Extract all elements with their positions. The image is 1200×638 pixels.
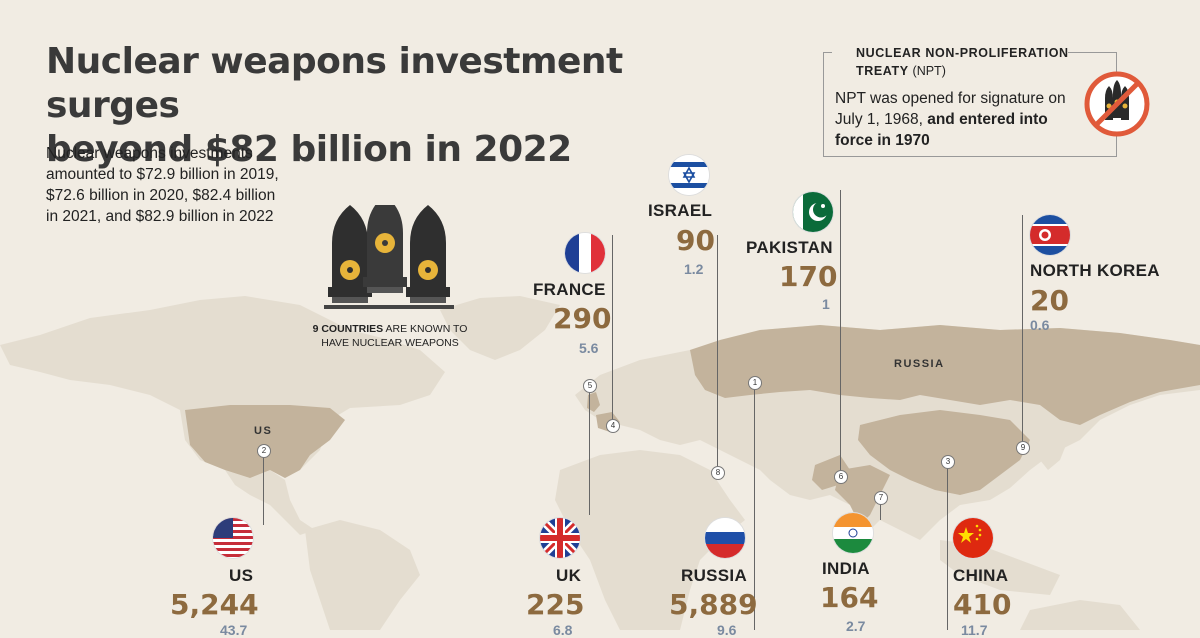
missiles-caption-rest: ARE KNOWN TO HAVE NUCLEAR WEAPONS	[321, 323, 468, 349]
australia-shape	[1020, 600, 1140, 630]
israel-name: ISRAEL	[648, 201, 713, 220]
pakistan-investment: 1	[822, 296, 830, 312]
page-title: Nuclear weapons investment surges beyond…	[46, 40, 766, 172]
uk-highlight	[587, 392, 600, 412]
leader-us	[263, 450, 264, 525]
intro-text: Nuclear weapons investments amounted to …	[46, 145, 279, 225]
uk-name: UK	[556, 566, 582, 585]
india-investment: 2.7	[846, 618, 866, 634]
russia-name: RUSSIA	[681, 566, 748, 585]
npt-text-bold: and entered into force in 1970	[835, 111, 1048, 149]
us-flag-icon	[213, 518, 253, 558]
china-investment: 11.7	[961, 622, 988, 638]
china-flag-icon	[953, 518, 993, 558]
uk-investment: 6.8	[553, 622, 573, 638]
npt-text: NPT was opened for signature on July 1, …	[835, 88, 1073, 151]
marker-3: 3	[941, 455, 955, 469]
russia-flag-icon	[705, 518, 745, 558]
missiles-icon	[324, 205, 454, 309]
leader-israel	[717, 235, 718, 473]
india-warheads: 164	[820, 581, 879, 614]
uk-flag-icon	[540, 518, 580, 558]
npt-title-line-1: NUCLEAR NON-PROLIFERATION	[856, 46, 1069, 60]
japan-shape	[1040, 425, 1068, 470]
north-korea-investment: 0.6	[1030, 317, 1050, 333]
npt-text-plain: NPT was opened for signature on July 1, …	[835, 90, 1066, 128]
china-warheads: 410	[953, 588, 1012, 621]
us-warheads: 5,244	[170, 588, 259, 621]
leader-north-korea	[1022, 215, 1023, 445]
marker-9: 9	[1016, 441, 1030, 455]
south-america-shape	[305, 520, 420, 630]
russia-investment: 9.6	[717, 622, 737, 638]
russia-highlight	[690, 325, 1200, 425]
china-name: CHINA	[953, 566, 1009, 585]
leader-pakistan	[840, 190, 841, 475]
npt-box-gap	[832, 46, 1068, 60]
leader-uk	[589, 385, 590, 515]
marker-5: 5	[583, 379, 597, 393]
marker-4: 4	[606, 419, 620, 433]
africa-shape	[555, 450, 745, 630]
france-flag-icon	[565, 233, 605, 273]
pakistan-name: PAKISTAN	[746, 238, 833, 257]
russia-warheads: 5,889	[669, 588, 758, 621]
npt-title-abbr: (NPT)	[912, 64, 946, 78]
marker-2: 2	[257, 444, 271, 458]
israel-flag-icon	[669, 155, 709, 195]
title-line-2: beyond $82 billion in 2022	[46, 129, 572, 170]
us-name: US	[229, 566, 254, 585]
uk-warheads: 225	[526, 588, 585, 621]
north-korea-flag-icon	[1030, 215, 1070, 255]
leader-india	[880, 500, 881, 520]
india-flag-icon	[833, 513, 873, 553]
missiles-caption-bold: 9 COUNTRIES	[312, 323, 384, 335]
map-label-us: US	[254, 425, 273, 437]
india-highlight	[835, 465, 890, 525]
marker-8: 8	[711, 466, 725, 480]
greenland-shape	[440, 296, 560, 360]
pakistan-flag-icon	[793, 192, 833, 232]
marker-7: 7	[874, 491, 888, 505]
france-warheads: 290	[553, 302, 612, 335]
leader-china	[947, 465, 948, 630]
missiles-caption: 9 COUNTRIES ARE KNOWN TO HAVE NUCLEAR WE…	[300, 322, 480, 350]
marker-6: 6	[834, 470, 848, 484]
central-america-shape	[225, 470, 315, 535]
marker-1: 1	[748, 376, 762, 390]
china-highlight	[858, 410, 1030, 495]
us-highlight	[185, 405, 345, 478]
no-missiles-icon	[1084, 71, 1150, 137]
france-investment: 5.6	[579, 340, 599, 356]
israel-investment: 1.2	[684, 261, 704, 277]
npt-title-treaty: TREATY	[856, 64, 909, 78]
map-label-russia: RUSSIA	[894, 358, 945, 370]
north-korea-name: NORTH KOREA	[1030, 261, 1160, 280]
title-line-1: Nuclear weapons investment surges	[46, 41, 623, 126]
north-korea-warheads: 20	[1030, 284, 1069, 317]
us-investment: 43.7	[220, 622, 248, 638]
npt-title-line-2: TREATY (NPT)	[856, 62, 1069, 80]
pakistan-warheads: 170	[779, 260, 838, 293]
israel-warheads: 90	[676, 224, 715, 257]
npt-title: NUCLEAR NON-PROLIFERATION TREATY (NPT)	[856, 44, 1069, 80]
north-america-shape	[0, 296, 445, 478]
france-name: FRANCE	[533, 280, 606, 299]
leader-russia	[754, 385, 755, 630]
leader-france	[612, 235, 613, 420]
india-name: INDIA	[822, 559, 870, 578]
